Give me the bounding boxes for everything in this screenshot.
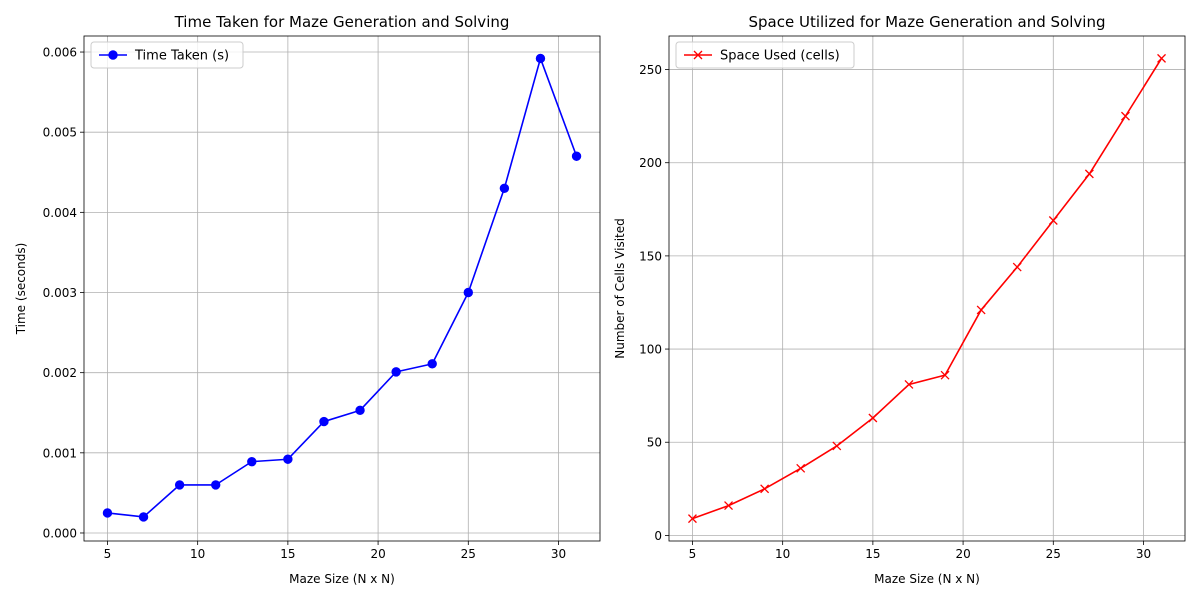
space-chart-legend: Space Used (cells)	[675, 41, 855, 69]
time-chart-data-point	[102, 508, 113, 518]
space-chart-x-tick-label: 15	[865, 547, 880, 561]
space-chart-legend-box	[675, 41, 855, 69]
time-chart-y-axis-label: Time (seconds)	[14, 243, 28, 336]
time-chart-y-tick-label: 0.005	[43, 126, 77, 140]
time-chart-data-point	[283, 454, 293, 464]
time-chart-plot-frame	[83, 35, 601, 542]
space-chart-data-point	[1048, 216, 1058, 225]
time-chart-series-line	[107, 57, 578, 518]
space-chart-data-point	[1012, 262, 1022, 272]
time-chart-legend-marker	[108, 50, 118, 60]
time-chart-data-point	[499, 183, 510, 194]
time-chart-x-tick-label: 5	[104, 547, 112, 561]
time-chart-legend-box	[90, 41, 244, 69]
space-chart-data-point	[687, 514, 697, 524]
time-chart-data-point	[535, 53, 546, 64]
time-chart-y-tick-label: 0.004	[43, 206, 77, 220]
space-chart: Space Utilized for Maze Generation and S…	[613, 13, 1186, 586]
time-chart-data-point	[138, 512, 149, 522]
space-chart-data-point	[796, 463, 806, 473]
space-chart-x-tick-label: 20	[955, 547, 970, 561]
space-chart-x-axis-label: Maze Size (N x N)	[874, 572, 980, 586]
time-chart-data-point	[319, 416, 329, 427]
space-chart-data-point	[760, 484, 770, 494]
time-chart-legend-label: Time Taken (s)	[134, 49, 229, 64]
time-chart-title: Time Taken for Maze Generation and Solvi…	[174, 13, 510, 31]
time-chart-x-tick-label: 10	[190, 547, 205, 561]
space-chart-data-point	[832, 441, 842, 451]
time-chart-x-tick-label: 15	[280, 547, 295, 561]
time-chart-y-tick-label: 0.001	[43, 446, 77, 460]
space-chart-x-tick-label: 5	[689, 547, 697, 561]
time-chart-y-tick-label: 0.000	[43, 526, 77, 540]
space-chart-x-tick-label: 25	[1046, 547, 1061, 561]
space-chart-plot-frame	[668, 35, 1186, 542]
time-chart-data-point	[571, 151, 582, 161]
time-chart-x-tick-label: 20	[370, 547, 385, 561]
space-chart-y-tick-label: 100	[639, 343, 662, 357]
space-chart-data-point	[1084, 169, 1094, 179]
space-chart-data-point	[1121, 111, 1130, 121]
time-chart-data-point	[427, 359, 437, 369]
time-chart-data-point	[391, 367, 401, 377]
time-chart-data-point	[247, 456, 257, 467]
time-chart-y-tick-label: 0.006	[43, 46, 77, 60]
space-chart-y-tick-label: 200	[639, 156, 662, 170]
time-chart-legend: Time Taken (s)	[90, 41, 244, 69]
time-chart-x-axis-label: Maze Size (N x N)	[289, 572, 395, 586]
space-chart-data-point	[1157, 53, 1167, 63]
time-chart-x-tick-label: 25	[461, 547, 476, 561]
time-chart-data-point	[174, 480, 185, 490]
space-chart-legend-label: Space Used (cells)	[720, 49, 840, 64]
space-chart-data-point	[868, 413, 878, 423]
time-chart-data-point	[211, 480, 221, 490]
space-chart-y-axis-label: Number of Cells Visited	[613, 218, 627, 358]
space-chart-data-point	[976, 305, 986, 315]
time-chart-data-point	[355, 405, 365, 416]
space-chart-data-point	[940, 370, 950, 380]
time-chart: Time Taken for Maze Generation and Solvi…	[14, 13, 601, 586]
space-chart-y-tick-label: 0	[654, 529, 662, 543]
space-chart-x-tick-label: 10	[775, 547, 790, 561]
time-chart-y-tick-label: 0.003	[43, 286, 77, 300]
space-chart-x-tick-label: 30	[1136, 547, 1151, 561]
space-chart-data-point	[724, 501, 733, 511]
space-chart-data-point	[904, 380, 914, 389]
space-chart-y-tick-label: 150	[639, 249, 662, 263]
time-chart-x-tick-label: 30	[551, 547, 566, 561]
space-chart-legend-marker	[693, 50, 703, 60]
space-chart-y-tick-label: 50	[647, 436, 662, 450]
time-chart-y-tick-label: 0.002	[43, 366, 77, 380]
space-chart-title: Space Utilized for Maze Generation and S…	[748, 13, 1105, 31]
space-chart-y-tick-label: 250	[639, 63, 662, 77]
space-chart-series-line	[692, 57, 1163, 520]
time-chart-data-point	[463, 287, 473, 298]
